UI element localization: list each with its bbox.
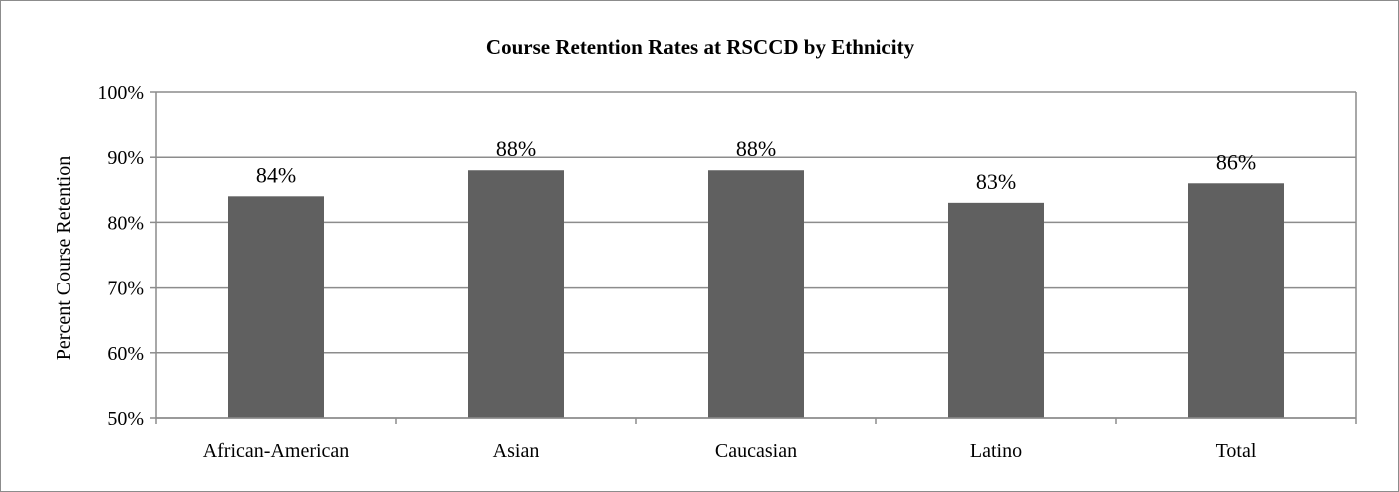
bars — [228, 170, 1284, 418]
data-label: 83% — [976, 169, 1016, 194]
category-label: Latino — [970, 440, 1022, 462]
y-tick-label: 70% — [107, 278, 144, 300]
y-axis-label: Percent Course Retention — [53, 156, 75, 360]
y-tick-label: 80% — [107, 212, 144, 234]
category-label: Caucasian — [715, 440, 797, 462]
data-label: 88% — [736, 136, 776, 161]
bar — [948, 202, 1044, 418]
y-tick-label: 90% — [107, 147, 144, 169]
chart-title: Course Retention Rates at RSCCD by Ethni… — [486, 35, 915, 59]
data-label: 88% — [496, 136, 536, 161]
data-label: 84% — [256, 162, 296, 187]
category-label: African-American — [203, 440, 350, 462]
y-tick-label: 60% — [107, 343, 144, 365]
data-label: 86% — [1216, 149, 1256, 174]
bar — [468, 170, 564, 418]
data-labels: 84% 88% 88% 83% 86% — [256, 136, 1256, 194]
x-axis-categories: African-American Asian Caucasian Latino Tota… — [155, 418, 1357, 462]
axes — [155, 92, 1357, 419]
bar — [1188, 183, 1284, 418]
y-tick-label: 100% — [97, 82, 144, 104]
bar — [228, 196, 324, 418]
category-label: Asian — [493, 440, 540, 462]
bar — [708, 170, 804, 418]
y-tick-label: 50% — [107, 408, 144, 430]
category-label: Total — [1216, 440, 1257, 462]
y-axis-ticks: 50% 60% 70% 80% 90% 100% — [97, 82, 156, 430]
